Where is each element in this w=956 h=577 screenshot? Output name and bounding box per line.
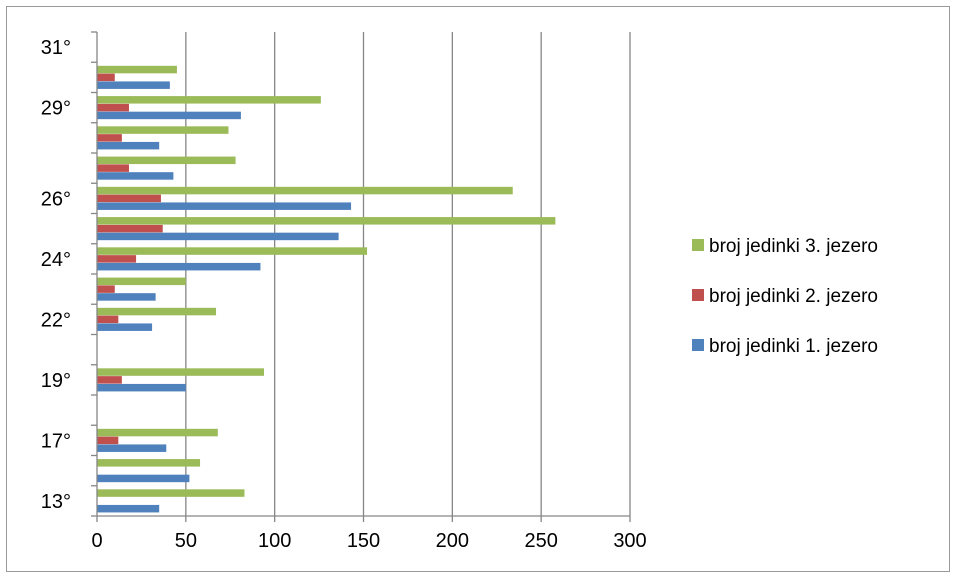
bar-series-1-cat-14 [97, 65, 177, 74]
y-tick-label: 31° [41, 37, 71, 59]
bar-series-2-cat-7 [97, 285, 115, 293]
x-tick-label: 50 [175, 530, 197, 552]
bar-series-2-cat-9 [97, 224, 163, 233]
x-tick-label: 250 [524, 530, 557, 552]
bar-series-2-cat-13 [97, 103, 129, 112]
bar-series-1-cat-4 [97, 368, 265, 376]
bar-series-2-cat-14 [97, 73, 115, 82]
legend: broj jedinki 3. jezero broj jedinki 2. je… [692, 236, 878, 357]
bar-series-2-cat-8 [97, 255, 137, 263]
legend-label: broj jedinki 1. jezero [709, 336, 878, 357]
y-tick-labels: 13° 17° 19° 22° 24° 26° 29° 31° [41, 37, 71, 513]
bar-series-3-cat-6 [97, 323, 153, 331]
axes [91, 31, 631, 522]
bar-series-1-cat-11 [97, 156, 236, 165]
bar-series-3-cat-4 [97, 383, 186, 392]
bar-series-1-cat-0 [97, 489, 245, 497]
bar-series-1-cat-10 [97, 186, 513, 195]
bar-series-3-cat-11 [97, 172, 174, 180]
bar-series-2-cat-6 [97, 315, 119, 324]
bar-series-2-cat-10 [97, 194, 161, 203]
bar-series-3-cat-13 [97, 111, 241, 120]
y-tick-label: 26° [41, 188, 71, 210]
bar-series-1-cat-13 [97, 96, 321, 104]
bar-series-3-cat-8 [97, 262, 261, 271]
bar-series-2-cat-11 [97, 164, 129, 172]
x-tick-label: 300 [613, 530, 646, 552]
x-tick-label: 100 [258, 530, 291, 552]
bar-series-1-cat-7 [97, 277, 186, 286]
bar-series-3-cat-10 [97, 202, 352, 210]
bar-series-3-cat-9 [97, 232, 339, 241]
bar-series-2-cat-12 [97, 134, 122, 142]
bar-series-2-cat-2 [97, 436, 119, 445]
y-tick-label: 17° [41, 430, 71, 452]
y-tick-label: 19° [41, 370, 71, 392]
legend-label: broj jedinki 3. jezero [709, 236, 878, 257]
bar-series-3-cat-2 [97, 444, 167, 452]
y-tick-label: 22° [41, 309, 71, 331]
bar-series-1-cat-12 [97, 126, 229, 134]
gridlines [185, 32, 631, 516]
legend-label: broj jedinki 2. jezero [709, 286, 878, 307]
bar-series-3-cat-7 [97, 293, 156, 301]
bar-series-1-cat-6 [97, 307, 217, 316]
bar-series-1-cat-9 [97, 217, 556, 225]
x-tick-label: 200 [436, 530, 469, 552]
bar-series-1-cat-2 [97, 428, 218, 437]
bar-series-1-cat-8 [97, 247, 368, 255]
x-tick-label: 150 [347, 530, 380, 552]
bars [97, 65, 556, 513]
x-tick-labels: 0 50 100 150 200 250 300 [91, 530, 646, 552]
bar-series-1-cat-1 [97, 459, 201, 467]
legend-swatch [692, 339, 704, 351]
bar-series-3-cat-0 [97, 504, 160, 513]
bar-series-3-cat-12 [97, 141, 160, 150]
bar-series-3-cat-14 [97, 81, 170, 89]
y-tick-label: 29° [41, 98, 71, 120]
legend-swatch [692, 239, 704, 251]
legend-swatch [692, 289, 704, 301]
y-tick-label: 24° [41, 249, 71, 271]
y-tick-label: 13° [41, 491, 71, 513]
x-tick-label: 0 [91, 530, 102, 552]
bar-series-3-cat-1 [97, 474, 190, 483]
bar-series-2-cat-4 [97, 376, 122, 384]
